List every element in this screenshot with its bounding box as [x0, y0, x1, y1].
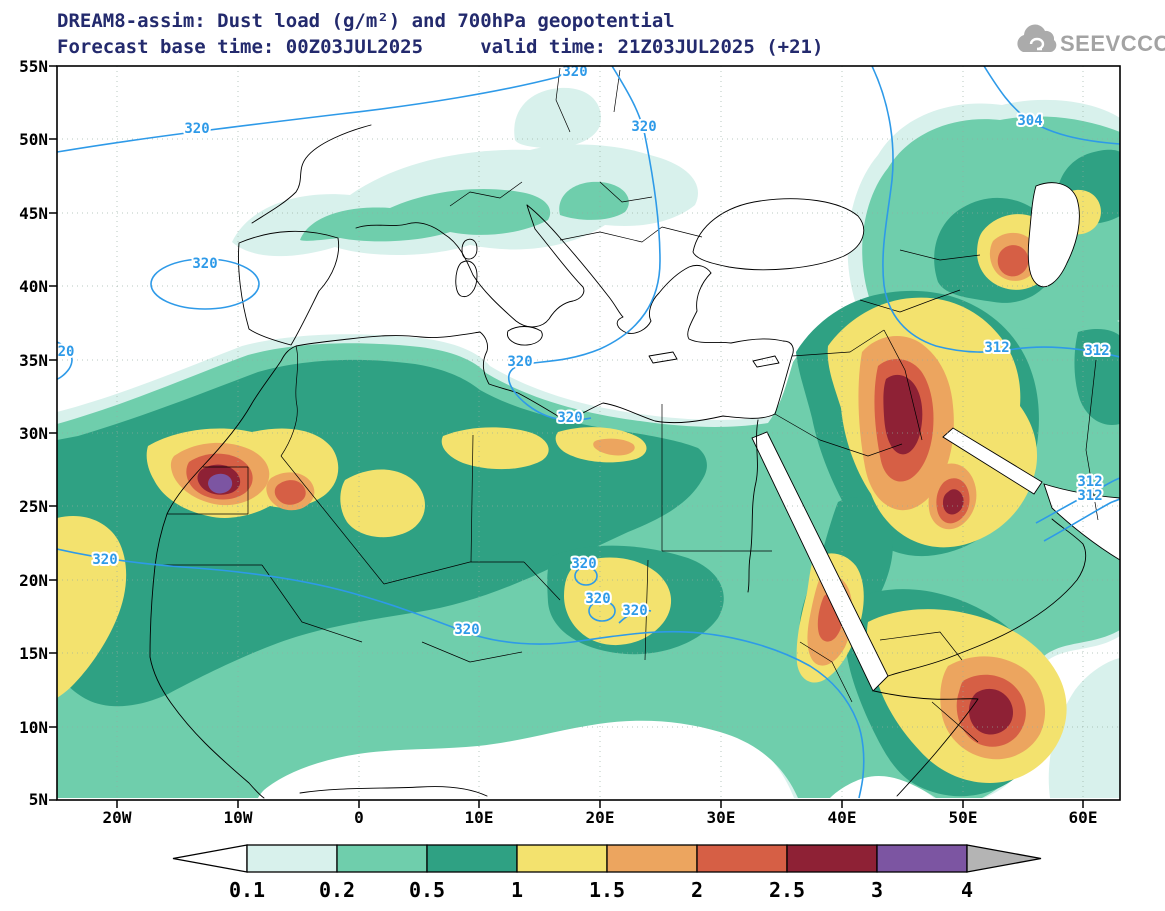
colorbar-over-arrow: [966, 844, 1042, 873]
contour-label: 312: [1084, 343, 1109, 359]
contour-label: 320: [557, 410, 582, 426]
lon-tick-label: 20W: [103, 808, 132, 827]
crete: [648, 351, 678, 364]
contour-label: 320: [622, 603, 647, 619]
arabia-south-coast: [887, 518, 1087, 677]
nile-river: [747, 419, 759, 593]
black-sea: [692, 198, 865, 271]
iberia-coast: [238, 230, 340, 346]
seas: [692, 182, 1120, 692]
colorbar-label: 1.5: [589, 878, 625, 902]
lon-axis: 20W 10W 0 10E 20E 30E 40E 50E 60E: [103, 808, 1098, 827]
lat-tick-label: 45N: [19, 204, 48, 223]
persian-gulf: [942, 427, 1043, 495]
colorbar-cell: [516, 844, 608, 873]
lon-tick-label: 10W: [224, 808, 253, 827]
contour-label: 320: [454, 622, 479, 638]
lon-tick-label: 50E: [949, 808, 978, 827]
geopotential-contours: [57, 66, 1120, 799]
contour-label: 312: [1077, 474, 1102, 490]
lon-tick-marks: [116, 800, 1084, 808]
lat-tick-marks: [49, 65, 57, 801]
lon-tick-label: 20E: [586, 808, 615, 827]
colorbar-label: 1: [511, 878, 523, 902]
lat-axis: 55N 50N 45N 40N 35N 30N 25N 20N 15N 10N …: [19, 57, 48, 809]
lat-tick-label: 20N: [19, 571, 48, 590]
sardinia: [455, 260, 478, 298]
lat-tick-label: 30N: [19, 424, 48, 443]
lat-tick-label: 15N: [19, 644, 48, 663]
lon-tick-label: 30E: [707, 808, 736, 827]
contour-label: 312: [1077, 488, 1102, 504]
lat-tick-label: 35N: [19, 351, 48, 370]
colorbar-cell: [876, 844, 968, 873]
france-atlantic-coast: [251, 124, 372, 224]
cyprus: [752, 355, 780, 368]
lat-tick-label: 55N: [19, 57, 48, 76]
page-title: DREAM8-assim: Dust load (g/m²) and 700hP…: [57, 10, 675, 32]
lat-tick-label: 40N: [19, 277, 48, 296]
colorbar-cell: [246, 844, 338, 873]
cloud-swirl-icon: [1029, 37, 1045, 51]
colorbar-label: 0.1: [229, 878, 265, 902]
map-area: 320 320 320 320 20 320 320 304 312 312 3…: [57, 64, 1120, 800]
lat-tick-label: 5N: [29, 790, 48, 809]
country-borders: [155, 67, 1099, 743]
lat-tick-label: 25N: [19, 497, 48, 516]
colorbar-label: 0.2: [319, 878, 355, 902]
corsica: [461, 238, 478, 260]
colorbar-under-arrow: [172, 844, 248, 873]
logo-text: SEEVCCC: [1060, 31, 1165, 56]
colorbar-cell: [336, 844, 428, 873]
colorbar-cell: [606, 844, 698, 873]
page-subtitle: Forecast base time: 00Z03JUL2025 valid t…: [57, 36, 823, 58]
colorbar-cell: [426, 844, 518, 873]
contour-labels: 320 320 320 320 20 320 320 304 312 312 3…: [57, 64, 1112, 640]
colorbar-label: 2: [691, 878, 703, 902]
contour-label: 312: [984, 340, 1009, 356]
colorbar-label: 3: [871, 878, 883, 902]
turkey-levant-africa-coast: [149, 272, 794, 799]
lat-tick-label: 10N: [19, 718, 48, 737]
colorbar-cell: [786, 844, 878, 873]
colorbar-label: 2.5: [769, 878, 805, 902]
contour-label: 320: [92, 552, 117, 568]
contour-label: 320: [562, 64, 587, 80]
contour-label: 320: [507, 354, 532, 370]
seevccc-logo: SEEVCCC: [1017, 24, 1165, 56]
lon-tick-label: 60E: [1069, 808, 1098, 827]
contour-label: 320: [631, 119, 656, 135]
gulf-of-guinea-coast: [299, 786, 488, 797]
lon-tick-label: 40E: [828, 808, 857, 827]
lon-tick-label: 0: [354, 808, 364, 827]
lon-tick-label: 10E: [465, 808, 494, 827]
colorbar-label: 4: [961, 878, 973, 902]
contour-label: 320: [184, 121, 209, 137]
contour-label: 304: [1017, 113, 1042, 129]
horn-of-africa-coast: [873, 690, 979, 797]
colorbar: 0.1 0.2 0.5 1 1.5 2 2.5 3 4: [172, 844, 1042, 902]
contour-label: 320: [585, 591, 610, 607]
lat-tick-label: 50N: [19, 130, 48, 149]
france-italy-coast: [355, 204, 585, 328]
sicily: [507, 326, 543, 346]
dust-fill-level-3: [208, 473, 233, 494]
colorbar-label: 0.5: [409, 878, 445, 902]
colorbar-cell: [696, 844, 788, 873]
contour-label: 320: [192, 256, 217, 272]
caspian-sea: [1027, 182, 1080, 288]
contour-label: 320: [571, 556, 596, 572]
contour-label: 20: [58, 344, 75, 360]
